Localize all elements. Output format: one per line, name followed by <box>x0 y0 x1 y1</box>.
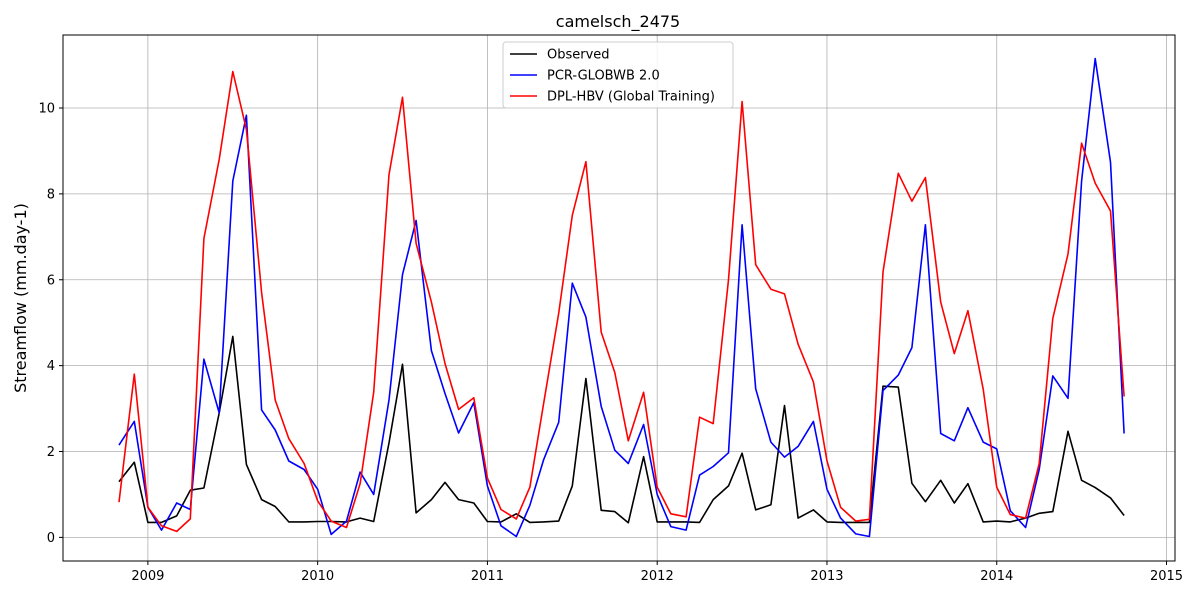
legend-box <box>502 41 734 109</box>
x-tick-label: 2010 <box>301 569 334 584</box>
y-tick-label: 4 <box>47 359 55 374</box>
chart-title: camelsch_2475 <box>556 12 680 32</box>
axis-ticks: 2009 2010 2011 2012 2013 2014 2015 0 2 4 6 8 10 <box>38 101 1183 584</box>
x-tick-label: 2012 <box>641 569 674 584</box>
series-line-1 <box>118 57 1125 538</box>
grid-lines <box>63 35 1175 561</box>
y-tick-label: 0 <box>47 531 55 546</box>
x-tick-label: 2009 <box>131 569 164 584</box>
series-line-0 <box>118 335 1125 524</box>
x-tick-label: 2014 <box>980 569 1013 584</box>
y-axis-label: Streamflow (mm.day-1) <box>11 203 30 393</box>
y-tick-label: 8 <box>47 187 55 202</box>
x-tick-label: 2011 <box>471 569 504 584</box>
series-lines <box>118 57 1125 538</box>
y-tick-label: 2 <box>47 445 55 460</box>
legend: Observed PCR-GLOBWB 2.0 DPL-HBV (Global Tr… <box>502 41 734 109</box>
legend-label: Observed <box>547 48 610 63</box>
y-tick-label: 6 <box>47 273 55 288</box>
x-tick-label: 2013 <box>810 569 843 584</box>
plot-frame <box>62 34 1176 562</box>
legend-label: DPL-HBV (Global Training) <box>547 90 715 105</box>
x-tick-label: 2015 <box>1150 569 1183 584</box>
y-tick-label: 10 <box>38 101 55 116</box>
series-line-2 <box>118 70 1125 533</box>
legend-label: PCR-GLOBWB 2.0 <box>547 69 660 84</box>
